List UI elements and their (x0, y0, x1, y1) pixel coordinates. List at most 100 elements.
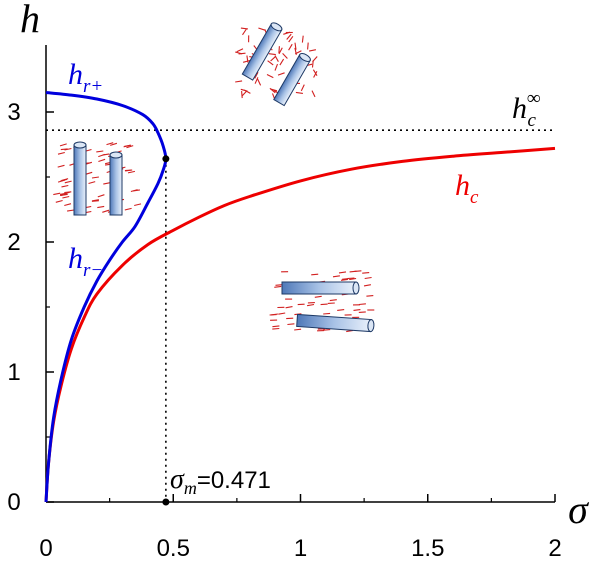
molecule-dash-icon (314, 295, 322, 298)
molecule-dash-icon (323, 329, 331, 331)
molecule-dash-icon (340, 278, 348, 281)
molecule-dash-icon (287, 323, 295, 326)
molecule-dash-icon (110, 142, 118, 146)
axes: 0 0.5 1 1.5 2 0 1 2 3 (7, 45, 562, 562)
molecule-dash-icon (338, 271, 347, 274)
molecule-dash-icon (134, 203, 142, 207)
molecule-dash-icon (270, 55, 277, 62)
molecule-dash-icon (57, 164, 65, 168)
molecule-dash-icon (288, 43, 293, 51)
x-tick-label: 0 (39, 535, 52, 562)
molecule-dash-icon (311, 90, 316, 98)
molecule-dash-icon (60, 148, 68, 151)
molecule-dash-icon (258, 27, 266, 31)
molecule-dash-icon (98, 158, 106, 163)
molecule-dash-icon (358, 303, 366, 306)
molecule-dash-icon (366, 295, 374, 297)
molecule-dash-icon (64, 203, 72, 207)
molecule-dash-icon (240, 27, 248, 30)
molecule-dash-icon (275, 284, 283, 286)
molecule-dash-icon (53, 192, 61, 196)
molecule-dash-icon (329, 299, 337, 302)
molecule-dash-icon (272, 325, 280, 328)
molecule-dash-icon (62, 195, 70, 199)
molecule-dash-icon (332, 275, 340, 278)
molecule-dash-icon (241, 91, 243, 99)
molecule-dash-icon (67, 209, 75, 212)
isotropic-rods-icon (235, 22, 318, 107)
molecule-dash-icon (59, 192, 67, 195)
sigma-m-curve-point (162, 155, 170, 163)
molecule-dash-icon (64, 180, 72, 184)
x-axis-label: σ (568, 487, 589, 532)
y-tick-label: 1 (7, 359, 20, 386)
molecule-dash-icon (236, 48, 244, 53)
molecule-dash-icon (257, 78, 262, 86)
x-tick-label: 1.5 (411, 535, 444, 562)
molecule-dash-icon (96, 150, 104, 153)
x-tick-label: 2 (548, 535, 561, 562)
molecule-dash-icon (91, 176, 99, 179)
molecule-dash-icon (103, 182, 111, 185)
molecule-dash-icon (362, 272, 370, 274)
h-r-curve (44, 91, 168, 503)
molecule-dash-icon (364, 276, 372, 280)
molecule-dash-icon (323, 312, 331, 315)
x-tick-label: 0.5 (157, 535, 190, 562)
molecule-dash-icon (358, 311, 366, 313)
aligned-vertical-rods-icon (53, 141, 142, 216)
molecule-dash-icon (238, 52, 246, 55)
h-c-infinity-label: h∞ c (512, 88, 541, 131)
molecule-dash-icon (241, 90, 248, 97)
molecule-dash-icon (242, 28, 247, 36)
molecule-dash-icon (295, 91, 303, 94)
molecule-dash-icon (64, 147, 72, 151)
molecule-dash-icon (57, 151, 65, 155)
y-tick-label: 3 (7, 99, 20, 126)
molecule-dash-icon (269, 87, 276, 94)
molecule-dash-icon (235, 80, 243, 83)
molecule-dash-icon (124, 207, 132, 211)
molecule-dash-icon (106, 142, 114, 146)
y-ticks: 0 1 2 3 (7, 99, 54, 516)
y-tick-label: 2 (7, 229, 20, 256)
molecule-dash-icon (127, 170, 136, 174)
molecule-dash-icon (88, 181, 96, 185)
molecule-dash-icon (61, 184, 69, 188)
sigma-m-axis-point (162, 498, 170, 506)
h-c-label: hc (455, 169, 479, 208)
molecule-dash-icon (278, 47, 283, 55)
molecule-dash-icon (254, 72, 259, 79)
molecule-dash-icon (294, 328, 302, 331)
molecule-dash-icon (277, 72, 285, 76)
molecule-dash-icon (294, 47, 297, 55)
x-ticks: 0 0.5 1 1.5 2 (39, 494, 562, 562)
h-r-minus-label: hr− (68, 242, 103, 281)
rod-icon (273, 53, 311, 107)
molecule-dash-icon (268, 53, 276, 56)
molecule-dash-icon (278, 46, 280, 54)
molecule-dash-icon (354, 270, 362, 272)
rod-icon (241, 22, 283, 81)
molecule-dash-icon (266, 74, 274, 79)
molecule-dash-icon (242, 59, 251, 63)
molecule-dash-icon (274, 285, 282, 288)
rod-icon (109, 151, 123, 216)
molecule-dash-icon (55, 199, 63, 203)
molecule-dash-icon (97, 205, 105, 209)
molecule-dash-icon (363, 284, 371, 287)
molecule-dash-icon (283, 31, 291, 35)
molecule-dash-icon (132, 189, 140, 192)
molecule-dash-icon (353, 309, 361, 311)
x-tick-label: 1 (294, 535, 307, 562)
molecule-dash-icon (91, 200, 99, 202)
molecule-dash-icon (102, 153, 110, 156)
molecule-dash-icon (294, 42, 297, 50)
molecule-dash-icon (124, 169, 132, 172)
aligned-horizontal-rods-icon (269, 270, 375, 333)
molecule-dash-icon (285, 306, 293, 309)
molecule-dash-icon (278, 312, 286, 315)
molecule-dash-icon (311, 60, 314, 68)
molecule-dash-icon (270, 313, 278, 316)
